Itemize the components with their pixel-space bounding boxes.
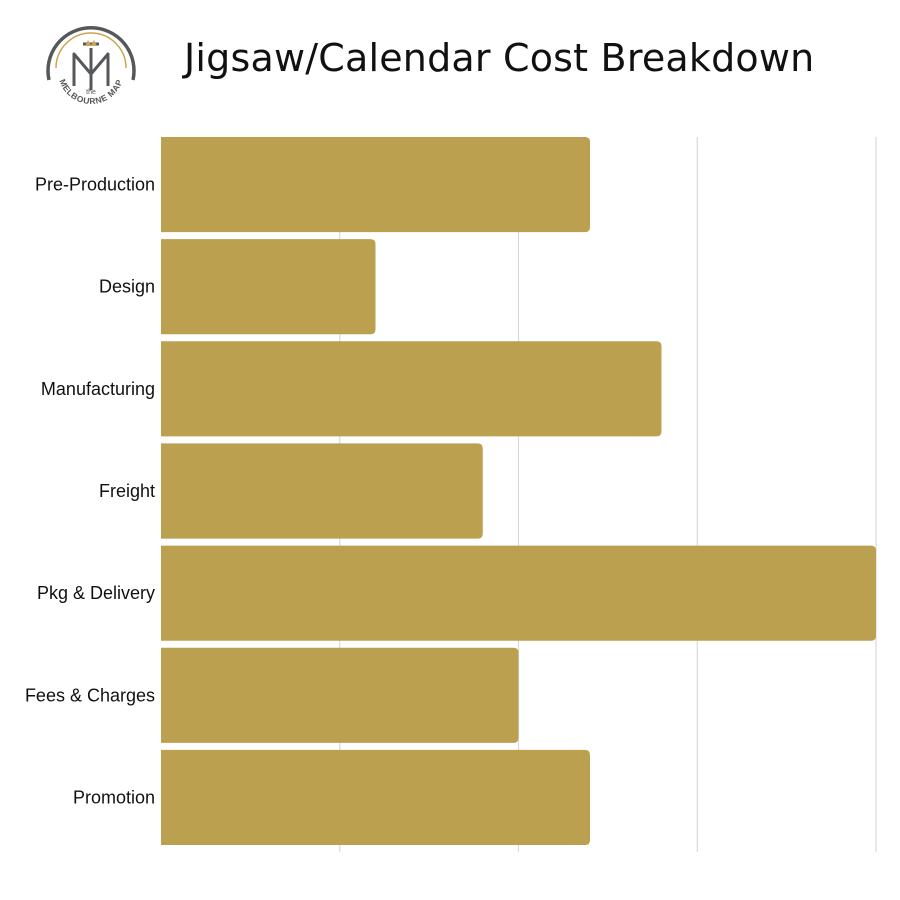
category-label: Promotion xyxy=(73,787,155,807)
bar-freight xyxy=(161,443,483,539)
logo-top-text: the xyxy=(86,89,96,96)
bars xyxy=(161,137,876,845)
bar-fees-charges xyxy=(161,647,519,743)
chart-title: Jigsaw/Calendar Cost Breakdown xyxy=(184,36,815,80)
category-label: Pkg & Delivery xyxy=(37,583,155,603)
category-label: Fees & Charges xyxy=(25,685,155,705)
logo-accent-arc xyxy=(55,32,127,69)
logo-crown-icon xyxy=(85,40,97,46)
bar-pre-production xyxy=(161,137,590,233)
category-label: Pre-Production xyxy=(35,175,155,195)
bar-promotion xyxy=(161,749,590,845)
bar-design xyxy=(161,239,376,335)
logo-ring xyxy=(46,26,136,81)
category-labels: Pre-Production Design Manufacturing Freight… xyxy=(25,175,155,808)
melbourne-map-logo: the MELBOURNE MAP xyxy=(46,26,136,106)
bar-pkg-delivery xyxy=(161,545,876,641)
category-label: Manufacturing xyxy=(41,379,155,399)
category-label: Design xyxy=(99,277,155,297)
logo-monogram-icon xyxy=(72,42,110,90)
category-label: Freight xyxy=(99,481,155,501)
bar-manufacturing xyxy=(161,341,662,437)
